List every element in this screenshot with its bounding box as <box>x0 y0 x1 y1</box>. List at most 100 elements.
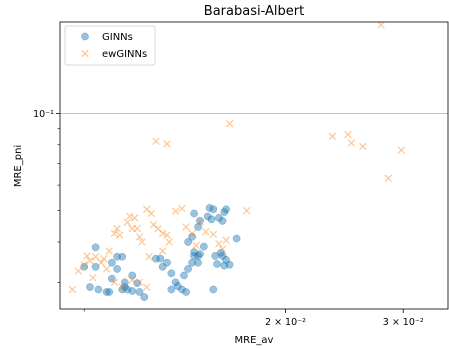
ewginns-point <box>115 231 124 239</box>
ginns-point <box>86 283 94 291</box>
ginns-point <box>158 262 167 271</box>
ewginns-point <box>142 283 151 291</box>
ewginns-point <box>158 229 167 238</box>
ewginns-point <box>128 276 137 284</box>
ginns-point <box>196 250 204 258</box>
ewginns-point <box>225 119 234 128</box>
ginns-point <box>108 274 116 283</box>
ewginns-point <box>149 221 158 229</box>
ginns-point <box>207 215 216 224</box>
ginns-point <box>94 285 103 294</box>
chart-title: Barabasi-Albert <box>204 4 304 19</box>
ginns-point <box>163 258 171 267</box>
ewginns-point <box>135 278 144 287</box>
legend-marker-ewginns <box>81 49 89 58</box>
ginns-point <box>209 285 218 294</box>
ewginns-point <box>242 206 251 215</box>
legend-label-ginns: GINNs <box>102 32 133 43</box>
legend-x-icon <box>81 49 89 58</box>
ewginns-point <box>158 247 167 255</box>
ewginns-point <box>384 174 393 182</box>
ewginns-point <box>110 229 119 238</box>
ginns-point <box>225 260 234 269</box>
ewginns-point <box>196 218 204 227</box>
ginns-point <box>113 265 121 273</box>
ginns-point <box>91 243 100 252</box>
ginns-point <box>108 258 116 267</box>
ginns-point <box>128 271 137 280</box>
legend-label-ewginns: ewGINNs <box>102 49 147 60</box>
ewginns-point <box>100 254 108 263</box>
ginns-point <box>120 283 129 291</box>
ginns-point <box>232 234 241 243</box>
ewginns-point <box>218 245 227 253</box>
x-tick-label: 3 × 10⁻² <box>383 317 424 328</box>
ewginns-point <box>97 258 105 267</box>
ewginns-point <box>347 139 356 147</box>
ewginns-point <box>102 265 111 273</box>
ginns-point <box>152 254 160 263</box>
ginns-point <box>156 254 165 263</box>
ginns-point <box>118 252 127 261</box>
ewginns-point <box>377 21 385 29</box>
plot-frame <box>59 21 449 310</box>
ewginns-point <box>397 146 406 154</box>
ewginns-point <box>80 261 88 269</box>
axis-ticks: 2 × 10⁻² 3 × 10⁻² 10⁻¹ <box>33 109 424 328</box>
ewginns-point <box>163 231 171 239</box>
ewginns-point <box>89 273 97 282</box>
ewginns-point <box>215 240 223 248</box>
ginns-point <box>209 205 218 214</box>
ewginns-point <box>83 252 91 260</box>
ginns-point <box>222 205 230 214</box>
ewginns-point <box>222 236 230 244</box>
ewginns-point <box>163 140 171 148</box>
ginns-point <box>194 223 202 231</box>
ginns-point <box>180 271 188 280</box>
ginns-point <box>218 217 227 225</box>
legend: GINNs ewGINNs <box>64 25 156 66</box>
ewginns-point <box>152 137 160 146</box>
ginns-point <box>190 209 198 218</box>
ewginns-point <box>126 212 134 221</box>
data-points <box>68 21 406 301</box>
ewginns-point <box>344 130 352 139</box>
ginns-point <box>173 282 182 290</box>
ewginns-point <box>133 224 141 233</box>
ginns-point <box>167 285 176 294</box>
ginns-point <box>102 288 111 296</box>
ginns-point <box>91 262 100 271</box>
ginns-point <box>140 293 149 301</box>
legend-box <box>64 25 156 66</box>
ewginns-point <box>328 132 337 140</box>
ginns-point <box>80 262 89 271</box>
ginns-point <box>213 260 221 268</box>
ewginns-point <box>359 142 367 151</box>
ewginns-point <box>86 256 94 265</box>
ewginns-point <box>74 267 83 275</box>
ewginns-point <box>209 230 218 239</box>
ewginns-point <box>118 283 126 291</box>
ginns-point <box>184 265 192 273</box>
ewginns-point <box>154 224 162 233</box>
legend-circle-icon <box>81 32 89 41</box>
ewginns-point <box>113 224 121 233</box>
ginns-point <box>194 258 202 267</box>
ginns-point <box>120 278 129 287</box>
ewginns-point <box>128 224 137 233</box>
ginns-point <box>200 242 208 251</box>
y-tick-label: 10⁻¹ <box>33 109 54 120</box>
ewginns-point <box>91 253 100 261</box>
ewginns-point <box>135 233 144 241</box>
ginns-point <box>133 279 142 288</box>
ginns-point <box>188 232 196 241</box>
ewginns-point <box>188 229 196 238</box>
ewginns-point <box>123 218 132 227</box>
ewginns-point <box>192 241 200 250</box>
ginns-point <box>135 288 144 296</box>
x-axis-label: MRE_av <box>235 335 274 346</box>
ewginns-point <box>165 238 173 246</box>
ewginns-point <box>171 207 180 215</box>
ewginns-point <box>182 223 190 231</box>
